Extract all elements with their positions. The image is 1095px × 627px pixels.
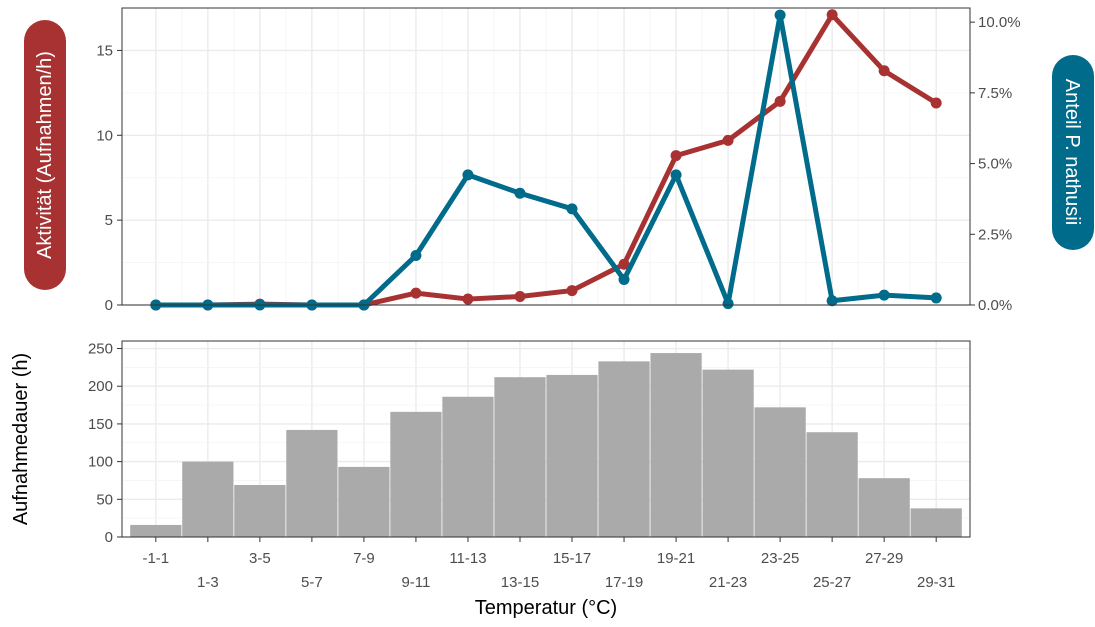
temperature-tick-label: 5-7 (301, 574, 323, 591)
nathusii-share-point (930, 292, 942, 304)
duration-tick-label: 250 (88, 341, 113, 358)
duration-panel: 0 50 100 150 200 250 -1-1 1-3 3-5 5-7 7-9 9-11 11-1… (10, 340, 971, 619)
duration-bar (130, 524, 182, 537)
right-axis-title: Anteil P. nathusii (1052, 55, 1094, 250)
nathusii-share-point (566, 203, 578, 215)
temperature-tick-label: 9-11 (401, 574, 430, 591)
temperature-x-axis-title: Temperatur (°C) (475, 597, 617, 619)
duration-bar (494, 377, 546, 537)
left-tick-label: 10 (96, 127, 113, 144)
duration-panel-border (121, 340, 971, 538)
temperature-tick-label: 29-31 (917, 574, 955, 591)
temperature-tick-label: 17-19 (605, 574, 643, 591)
temperature-tick-label: 7-9 (353, 550, 375, 567)
duration-bar (754, 407, 806, 537)
left-axis-title: Aktivität (Aufnahmen/h) (24, 20, 66, 290)
duration-bar (338, 466, 390, 537)
duration-bar (546, 374, 598, 537)
duration-bar (806, 432, 858, 537)
activity-point (618, 258, 630, 270)
duration-tick-label: 200 (88, 378, 113, 395)
temperature-tick-label: 11-13 (449, 550, 486, 567)
temperature-tick-label: 25-27 (813, 574, 851, 591)
nathusii-share-point (618, 274, 630, 286)
activity-point (462, 293, 474, 305)
duration-bar (390, 411, 442, 537)
temperature-tick-label: 15-17 (553, 550, 591, 567)
left-axis-title-pill (24, 20, 66, 290)
left-axis-title-text: Aktivität (Aufnahmen/h) (34, 51, 56, 259)
nathusii-share-point (410, 250, 422, 261)
activity-panel: 0 5 10 15 0.0% 2.5% 5.0% 7.5% 10.0% Aktivität (… (24, 7, 1094, 314)
duration-tick-label: 0 (105, 529, 113, 546)
duration-bar (442, 396, 494, 537)
right-axis-ticks: 0.0% 2.5% 5.0% 7.5% 10.0% (970, 14, 1021, 314)
temperature-tick-label: 27-29 (865, 550, 903, 567)
left-tick-label: 0 (105, 297, 113, 314)
nathusii-share-point (462, 169, 474, 181)
nathusii-share-point (878, 289, 890, 301)
right-axis-title-pill (1052, 55, 1094, 250)
duration-bar (598, 361, 650, 537)
duration-bar (702, 369, 754, 537)
left-tick-label: 5 (105, 212, 113, 229)
left-tick-label: 15 (96, 42, 113, 59)
duration-bar (286, 429, 338, 537)
activity-panel-border (121, 7, 971, 306)
right-tick-label: 7.5% (978, 85, 1012, 102)
activity-point (514, 291, 526, 303)
activity-point (566, 285, 578, 297)
left-axis-ticks: 0 5 10 15 (96, 42, 122, 314)
right-tick-label: 5.0% (978, 156, 1012, 173)
duration-tick-label: 100 (88, 454, 113, 471)
duration-y-ticks: 0 50 100 150 200 250 (88, 341, 122, 546)
duration-bar (650, 353, 702, 537)
temperature-tick-label: 3-5 (249, 550, 271, 567)
activity-point (878, 65, 890, 77)
duration-bars (130, 353, 962, 537)
duration-tick-label: 150 (88, 416, 113, 433)
activity-point (410, 287, 422, 299)
right-tick-label: 0.0% (978, 297, 1012, 314)
duration-bar (234, 484, 286, 537)
activity-point (670, 150, 682, 162)
duration-bar (910, 508, 962, 537)
temperature-tick-label: 23-25 (761, 550, 799, 567)
temperature-tick-label: 1-3 (197, 574, 219, 591)
right-tick-label: 2.5% (978, 226, 1012, 243)
activity-point (826, 9, 838, 21)
activity-point (930, 97, 942, 109)
activity-point (722, 134, 734, 146)
temperature-x-ticks: -1-1 1-3 3-5 5-7 7-9 9-11 11-13 13-15 15-17 17-19… (142, 537, 955, 591)
nathusii-share-point (514, 187, 526, 199)
temperature-tick-label: -1-1 (142, 550, 169, 567)
right-axis-title-text: Anteil P. nathusii (1061, 79, 1083, 225)
nathusii-share-point (722, 298, 734, 310)
temperature-tick-label: 21-23 (709, 574, 747, 591)
nathusii-share-point (826, 295, 838, 307)
temperature-tick-label: 19-21 (657, 550, 695, 567)
temperature-tick-label: 13-15 (501, 574, 539, 591)
nathusii-share-point (774, 9, 786, 21)
activity-point (774, 95, 786, 107)
duration-bar (858, 478, 910, 537)
nathusii-share-point (670, 169, 682, 181)
duration-bar (182, 461, 234, 537)
duration-tick-label: 50 (96, 491, 113, 508)
duration-y-axis-title: Aufnahmedauer (h) (10, 353, 32, 525)
right-tick-label: 10.0% (978, 14, 1021, 31)
